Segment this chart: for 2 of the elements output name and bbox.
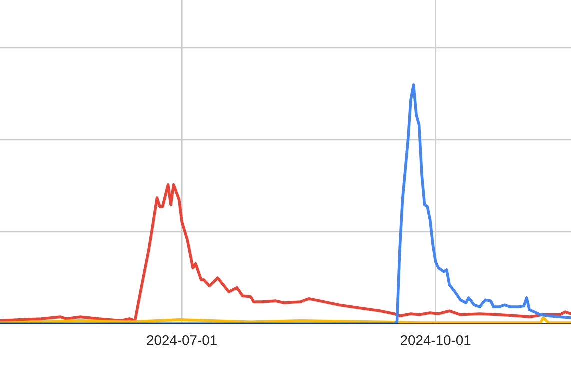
- x-tick-label: 2024-10-01: [401, 335, 471, 346]
- x-tick-label: 2024-07-01: [147, 335, 217, 346]
